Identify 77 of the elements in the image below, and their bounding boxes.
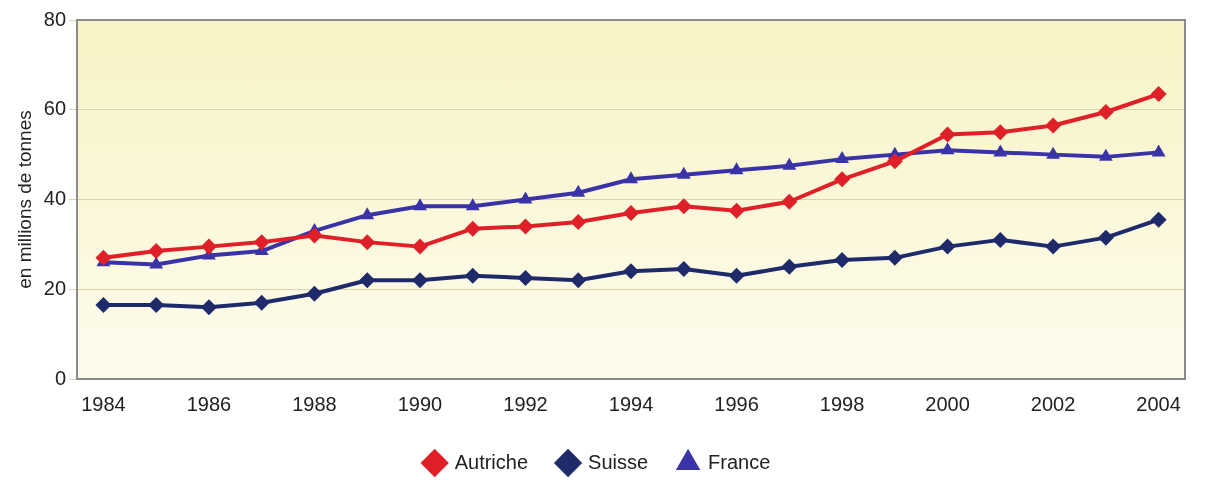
point [571,184,586,197]
x-tick-label: 1986 [186,392,232,415]
point [993,144,1008,157]
x-tick-label: 1990 [397,392,443,415]
point [253,234,270,251]
x-tick-label: 2004 [1136,392,1181,415]
y-axis-title: en millions de tonnes [13,110,35,289]
point [675,261,692,278]
point [413,198,427,211]
point [411,272,428,289]
point [518,191,533,204]
point [200,299,217,316]
point [886,249,903,266]
point [623,204,640,221]
point [306,285,323,302]
point [148,243,165,260]
point [360,207,375,220]
point [886,153,903,170]
point [675,198,692,215]
x-tick-label: 1994 [608,392,654,415]
point [835,151,849,164]
point [1150,211,1167,228]
point [1097,103,1114,120]
x-tick-label: 1998 [819,392,865,415]
point [1098,148,1113,161]
point [624,171,638,184]
point [939,238,956,255]
point [200,238,217,255]
point [359,272,376,289]
x-tick-label: 1984 [81,392,126,415]
point [781,193,798,210]
point [834,252,851,269]
point [1045,117,1062,134]
point [464,267,481,284]
point [939,126,956,143]
point [992,124,1009,141]
y-tick-label: 80 [43,7,67,30]
point [728,267,745,284]
x-tick-label: 2000 [925,392,970,415]
point [411,238,428,255]
y-tick-label: 60 [43,97,67,120]
legend-label: Suisse [588,450,649,473]
x-tick-label: 1988 [292,392,337,415]
point [306,227,323,244]
point [834,171,851,188]
y-tick-label: 40 [43,187,67,210]
x-tick-label: 1992 [503,392,548,415]
point [570,272,587,289]
y-tick-label: 20 [43,276,67,299]
point [570,213,587,230]
x-tick-label: 1996 [714,392,759,415]
point [676,166,691,179]
point [517,270,534,287]
point [95,296,112,313]
point [992,231,1009,248]
point [1151,144,1166,157]
y-tick-label: 0 [54,366,67,389]
point [623,263,640,280]
point [782,157,797,170]
x-tick-label: 2002 [1030,392,1076,415]
point [940,142,955,155]
point [149,256,164,269]
point [1045,238,1062,255]
point [728,202,745,219]
legend-label: France [708,450,771,473]
point [148,296,165,313]
point [729,162,744,175]
point [95,249,112,266]
point [1097,229,1114,246]
point [359,234,376,251]
point [253,294,270,311]
legend-label: Autriche [454,450,529,473]
point [465,198,480,211]
point [1046,146,1061,159]
point [517,218,534,235]
point [464,220,481,237]
point [781,258,798,275]
